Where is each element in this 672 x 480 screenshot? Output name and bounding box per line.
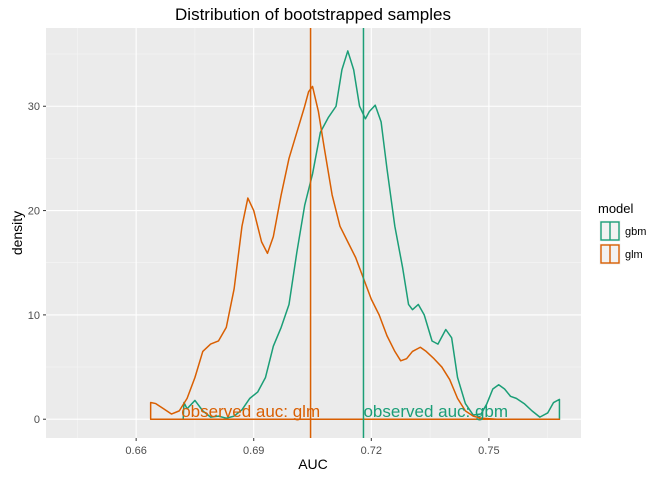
minor-gridlines [46,28,581,438]
observed-auc-label-gbm: observed auc: gbm [363,402,508,421]
legend-key-glm [598,242,622,266]
x-tick-label: 0.69 [243,445,264,457]
legend-label-gbm: gbm [625,226,646,238]
legend-label-glm: glm [625,249,643,261]
x-tick-label: 0.66 [125,445,146,457]
x-axis: 0.66 0.69 0.72 0.75 [125,438,500,457]
series-layer [149,50,561,420]
x-axis-title: AUC [298,456,328,472]
y-tick-label: 10 [28,310,40,322]
legend: model gbm glm [598,201,646,266]
y-axis: 0 10 20 30 [28,101,46,426]
observed-auc-lines [309,28,365,438]
legend-key-gbm [598,219,622,243]
density-gbm [182,50,561,420]
y-axis-title: density [9,211,25,255]
x-tick-label: 0.72 [361,445,382,457]
chart-title: Distribution of bootstrapped samples [175,5,451,24]
y-tick-label: 0 [34,414,40,426]
legend-title: model [598,201,634,216]
observed-auc-label-glm: observed auc: glm [181,402,320,421]
x-tick-label: 0.75 [478,445,499,457]
observed-auc-annotations: observed auc: glm observed auc: gbm [181,402,508,421]
panel-background [46,28,581,438]
y-tick-label: 20 [28,206,40,218]
y-tick-label: 30 [28,101,40,113]
density-glm [149,85,561,420]
